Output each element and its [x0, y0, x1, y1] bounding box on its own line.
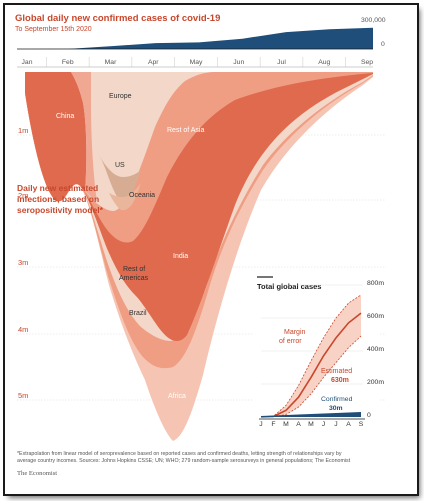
inset-lower-bound-line	[260, 335, 362, 418]
region-label-china: China	[56, 113, 74, 120]
region-label-india: India	[173, 253, 188, 260]
region-label-rest-of-asia: Rest of Asia	[167, 127, 204, 134]
inset-upper-bound-line	[260, 294, 362, 418]
inset-x-tick: A	[296, 421, 301, 428]
inset-tick-800m: 800m	[367, 280, 384, 287]
month-tick-jul: Jul	[277, 59, 286, 66]
inset-label-moe-2: of error	[279, 338, 302, 345]
y-tick-2m: 2m	[18, 191, 28, 200]
inset-x-tick: J	[259, 421, 262, 428]
footnote-line-2: average country incomes. Sources: Johns …	[17, 458, 351, 464]
inset-label-estimated-2: 630m	[331, 377, 349, 384]
month-tick-jun: Jun	[233, 59, 244, 66]
inset-tick-600m: 600m	[367, 313, 384, 320]
chart-title: Global daily new confirmed cases of covi…	[15, 13, 220, 24]
inset-total-global-cases: Total global cases 800m 600m 400m 200m 0…	[253, 273, 384, 428]
month-tick-mar: Mar	[105, 59, 117, 66]
month-tick-aug: Aug	[318, 59, 330, 66]
inset-x-tick: J	[322, 421, 325, 428]
month-tick-may: May	[190, 59, 203, 66]
inset-tick-200m: 200m	[367, 379, 384, 386]
chart-canvas: Global daily new confirmed cases of covi…	[15, 13, 386, 477]
layer-china	[25, 72, 87, 202]
strip-label-300000: 300,000	[361, 17, 386, 24]
inset-label-confirmed-2: 30m	[329, 405, 343, 412]
confirmed-cases-area	[25, 27, 373, 49]
inset-x-tick: J	[334, 421, 337, 428]
chart-subtitle: To September 15th 2020	[15, 26, 92, 33]
chart-frame: Global daily new confirmed cases of covi…	[5, 5, 417, 494]
main-label-line-1: Daily new estimated	[17, 183, 98, 193]
region-label-rest-of-americas-1: Rest of	[123, 266, 145, 273]
y-tick-5m: 5m	[18, 391, 28, 400]
region-label-oceania: Oceania	[129, 192, 155, 199]
region-label-europe: Europe	[109, 93, 132, 100]
strip-label-zero: 0	[381, 41, 385, 48]
main-label-line-3: seropositivity model*	[17, 205, 104, 215]
month-tick-apr: Apr	[148, 59, 159, 66]
inset-label-estimated-1: Estimated	[321, 368, 352, 375]
inset-x-tick: M	[283, 421, 289, 428]
y-tick-3m: 3m	[18, 258, 28, 267]
inset-x-tick: F	[271, 421, 275, 428]
inset-confirmed-area	[261, 412, 361, 417]
region-label-rest-of-americas-2: Americas	[119, 275, 149, 282]
y-tick-1m: 1m	[18, 126, 28, 135]
source-credit: The Economist	[17, 470, 57, 477]
inset-title: Total global cases	[257, 282, 321, 291]
region-label-africa: Africa	[168, 393, 186, 400]
inset-tick-0: 0	[367, 412, 371, 419]
month-tick-feb: Feb	[62, 59, 74, 66]
region-label-brazil: Brazil	[129, 310, 147, 317]
y-tick-4m: 4m	[18, 325, 28, 334]
inset-estimate-band	[261, 294, 361, 417]
month-axis: Jan Feb Mar Apr May Jun Jul Aug Sep	[22, 57, 373, 67]
layer-china-light	[71, 72, 97, 201]
month-tick-jan: Jan	[22, 59, 33, 66]
region-label-us: US	[115, 162, 125, 169]
inset-x-tick: S	[359, 421, 364, 428]
inset-x-tick: A	[346, 421, 351, 428]
layer-us	[99, 155, 141, 202]
footnote-line-1: *Extrapolation from linear model of sero…	[17, 451, 342, 457]
inset-x-tick: M	[308, 421, 314, 428]
month-tick-sep: Sep	[361, 59, 373, 66]
inset-tick-400m: 400m	[367, 346, 384, 353]
main-label-line-2: infections, based on	[17, 194, 99, 204]
layer-oceania	[109, 183, 141, 211]
inset-label-moe-1: Margin	[284, 329, 306, 336]
inset-label-confirmed-1: Confirmed	[321, 396, 353, 403]
inset-estimated-line	[260, 312, 362, 418]
